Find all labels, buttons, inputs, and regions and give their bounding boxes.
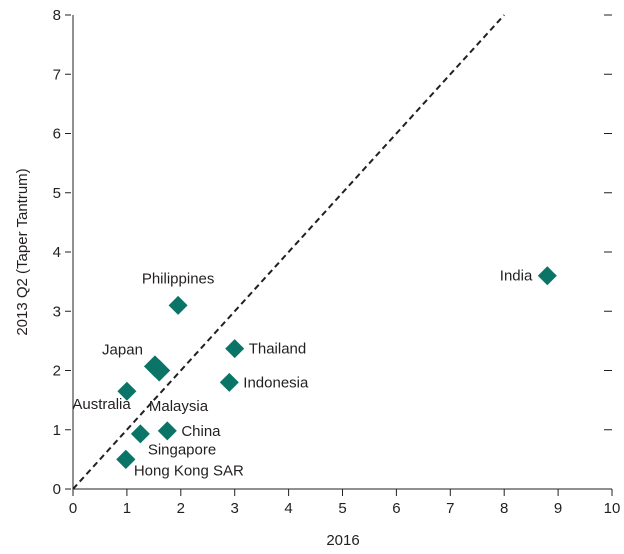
data-point-marker (117, 381, 137, 401)
data-point-marker (219, 372, 239, 392)
plot-area: 0 1 2 3 4 5 6 7 8 9 10 0 1 2 3 4 5 6 7 8 India Philippines Tha… (53, 7, 621, 517)
data-point-marker (225, 339, 245, 359)
x-tick-label: 6 (392, 500, 400, 517)
y-tick-label: 7 (53, 66, 61, 83)
data-point-marker (116, 449, 136, 469)
data-point-label: Australia (72, 396, 131, 413)
data-point-label: Philippines (142, 270, 215, 287)
y-tick-label: 1 (53, 422, 61, 439)
x-axis-title: 2016 (326, 532, 359, 549)
data-point-label: Thailand (249, 341, 307, 358)
y-tick-label: 5 (53, 185, 61, 202)
x-tick-label: 1 (123, 500, 131, 517)
data-point-marker (537, 266, 557, 286)
data-point-label: Indonesia (243, 374, 309, 391)
data-point-marker (130, 424, 150, 444)
data-point-label: Hong Kong SAR (134, 462, 244, 479)
x-tick-label: 0 (69, 500, 77, 517)
x-tick-label: 7 (446, 500, 454, 517)
data-point-marker (168, 295, 188, 315)
y-tick-label: 4 (53, 244, 61, 261)
y-tick-label: 3 (53, 303, 61, 320)
x-tick-label: 5 (338, 500, 346, 517)
y-axis-title: 2013 Q2 (Taper Tantrum) (14, 168, 31, 335)
reference-line (72, 14, 505, 490)
x-tick-label: 2 (177, 500, 185, 517)
x-tick-label: 10 (604, 500, 621, 517)
data-point-marker (157, 421, 177, 441)
data-point-marker (148, 359, 171, 382)
x-tick-label: 9 (554, 500, 562, 517)
y-tick-label: 6 (53, 126, 61, 143)
x-tick-label: 3 (231, 500, 239, 517)
y-tick-label: 8 (53, 7, 61, 24)
data-point-label: India (500, 268, 533, 285)
data-point-label: Malaysia (149, 398, 209, 415)
x-tick-label: 4 (284, 500, 292, 517)
data-point-label: China (181, 423, 221, 440)
x-tick-label: 8 (500, 500, 508, 517)
data-point-label: Singapore (148, 441, 216, 458)
y-tick-label: 2 (53, 363, 61, 380)
data-point-label: Japan (102, 341, 143, 358)
y-tick-label: 0 (53, 481, 61, 498)
